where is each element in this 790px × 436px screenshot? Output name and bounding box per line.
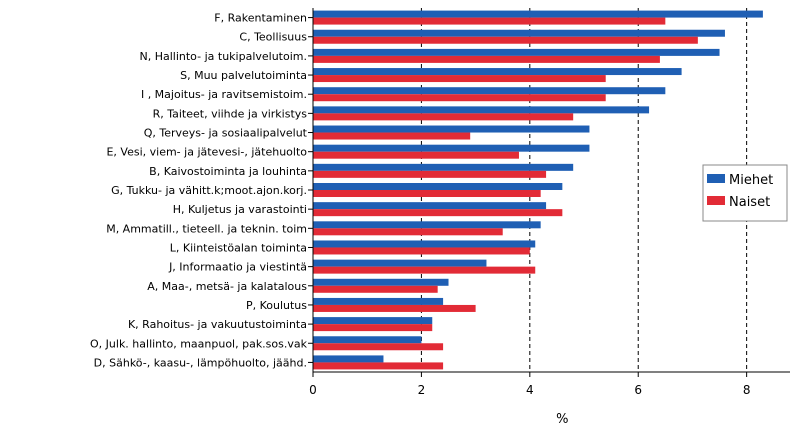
category-label: N, Hallinto- ja tukipalvelutoim.	[140, 50, 308, 63]
category-label: J, Informaatio ja viestintä	[168, 261, 307, 274]
bar-naiset	[313, 17, 666, 25]
bar-naiset	[313, 113, 574, 121]
tick-labels: 0 2 4 6 8	[309, 383, 750, 397]
bar-naiset	[313, 247, 530, 255]
bar-naiset	[313, 55, 660, 63]
bar-miehet	[313, 183, 563, 190]
bar-naiset	[313, 343, 444, 351]
bar-miehet	[313, 202, 547, 210]
legend-label-miehet: Miehet	[729, 173, 773, 188]
bar-miehet	[313, 355, 384, 363]
bar-naiset	[313, 170, 547, 178]
category-label: G, Tukku- ja vähitt.k;moot.ajon.korj.	[111, 184, 307, 197]
legend-swatch-miehet	[707, 174, 725, 183]
bar-miehet	[313, 278, 449, 286]
category-label: A, Maa-, metsä- ja kalatalous	[147, 280, 307, 293]
bars	[313, 10, 763, 370]
bar-naiset	[313, 324, 433, 332]
x-tick-label: 0	[309, 383, 317, 397]
bar-miehet	[313, 106, 650, 114]
category-labels: F, Rakentaminen C, Teollisuus N, Hallinto-…	[90, 12, 308, 370]
category-label: S, Muu palvelutoiminta	[180, 69, 307, 82]
category-label: B, Kaivostoiminta ja louhinta	[149, 165, 307, 178]
category-label: F, Rakentaminen	[214, 12, 307, 25]
bar-naiset	[313, 151, 519, 159]
x-tick-label: 8	[743, 383, 751, 397]
legend-swatch-naiset	[707, 196, 725, 205]
bar-miehet	[313, 68, 682, 76]
category-label: P, Koulutus	[246, 299, 307, 312]
bar-miehet	[313, 125, 590, 133]
bar-naiset	[313, 75, 606, 83]
bar-naiset	[313, 304, 476, 312]
category-label: D, Sähkö-, kaasu-, lämpöhuolto, jäähd.	[94, 356, 307, 369]
bar-miehet	[313, 48, 720, 56]
category-label: R, Taiteet, viihde ja virkistys	[153, 107, 308, 120]
category-label: I , Majoitus- ja ravitsemistoim.	[141, 88, 307, 101]
bar-naiset	[313, 209, 563, 217]
bar-miehet	[313, 144, 590, 152]
bar-miehet	[313, 163, 574, 171]
category-label: C, Teollisuus	[239, 31, 307, 44]
bar-naiset	[313, 36, 698, 44]
bar-miehet	[313, 297, 444, 305]
x-axis-title: %	[556, 412, 568, 427]
legend: Miehet Naiset	[702, 164, 788, 222]
bar-naiset	[313, 285, 438, 293]
bar-miehet	[313, 336, 422, 344]
bar-miehet	[313, 29, 725, 37]
category-label: M, Ammatill., tieteell. ja teknin. toim	[106, 222, 307, 235]
x-tick-label: 6	[634, 383, 642, 397]
bar-miehet	[313, 221, 541, 229]
bar-naiset	[313, 94, 606, 102]
bar-naiset	[313, 266, 536, 274]
bar-miehet	[313, 259, 487, 267]
bar-miehet	[313, 317, 433, 325]
bar-naiset	[313, 228, 503, 236]
bar-naiset	[313, 190, 541, 197]
bar-miehet	[313, 87, 666, 95]
axes	[308, 8, 790, 377]
category-label: L, Kiinteistöalan toiminta	[170, 241, 307, 254]
category-label: E, Vesi, viem- ja jätevesi-, jätehuolto	[106, 146, 307, 159]
category-label: H, Kuljetus ja varastointi	[173, 203, 307, 216]
x-tick-label: 4	[526, 383, 534, 397]
bar-naiset	[313, 132, 471, 140]
category-label: Q, Terveys- ja sosiaalipalvelut	[144, 127, 308, 140]
x-tick-label: 2	[418, 383, 426, 397]
category-label: O, Julk. hallinto, maanpuol, pak.sos.vak	[90, 337, 308, 350]
bar-miehet	[313, 240, 536, 248]
category-label: K, Rahoitus- ja vakuutustoiminta	[128, 318, 307, 331]
legend-label-naiset: Naiset	[729, 195, 770, 210]
bar-naiset	[313, 362, 444, 370]
bar-miehet	[313, 10, 763, 18]
